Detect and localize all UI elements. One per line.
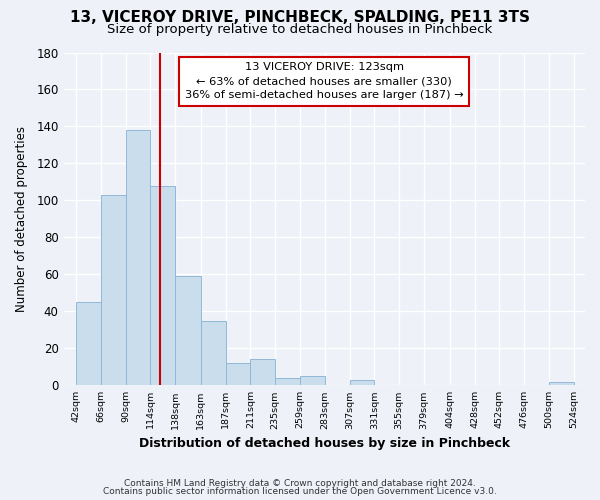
Bar — [275, 378, 300, 386]
Bar — [300, 376, 325, 386]
Bar — [101, 195, 125, 386]
Text: Contains HM Land Registry data © Crown copyright and database right 2024.: Contains HM Land Registry data © Crown c… — [124, 478, 476, 488]
Bar — [250, 360, 275, 386]
Bar — [175, 276, 201, 386]
Bar — [125, 130, 151, 386]
Text: 13 VICEROY DRIVE: 123sqm
← 63% of detached houses are smaller (330)
36% of semi-: 13 VICEROY DRIVE: 123sqm ← 63% of detach… — [185, 62, 464, 100]
Text: 13, VICEROY DRIVE, PINCHBECK, SPALDING, PE11 3TS: 13, VICEROY DRIVE, PINCHBECK, SPALDING, … — [70, 10, 530, 25]
Bar — [151, 186, 175, 386]
X-axis label: Distribution of detached houses by size in Pinchbeck: Distribution of detached houses by size … — [139, 437, 510, 450]
Text: Size of property relative to detached houses in Pinchbeck: Size of property relative to detached ho… — [107, 22, 493, 36]
Bar — [350, 380, 374, 386]
Bar — [201, 320, 226, 386]
Text: Contains public sector information licensed under the Open Government Licence v3: Contains public sector information licen… — [103, 487, 497, 496]
Y-axis label: Number of detached properties: Number of detached properties — [15, 126, 28, 312]
Bar — [76, 302, 101, 386]
Bar — [549, 382, 574, 386]
Bar — [226, 363, 250, 386]
